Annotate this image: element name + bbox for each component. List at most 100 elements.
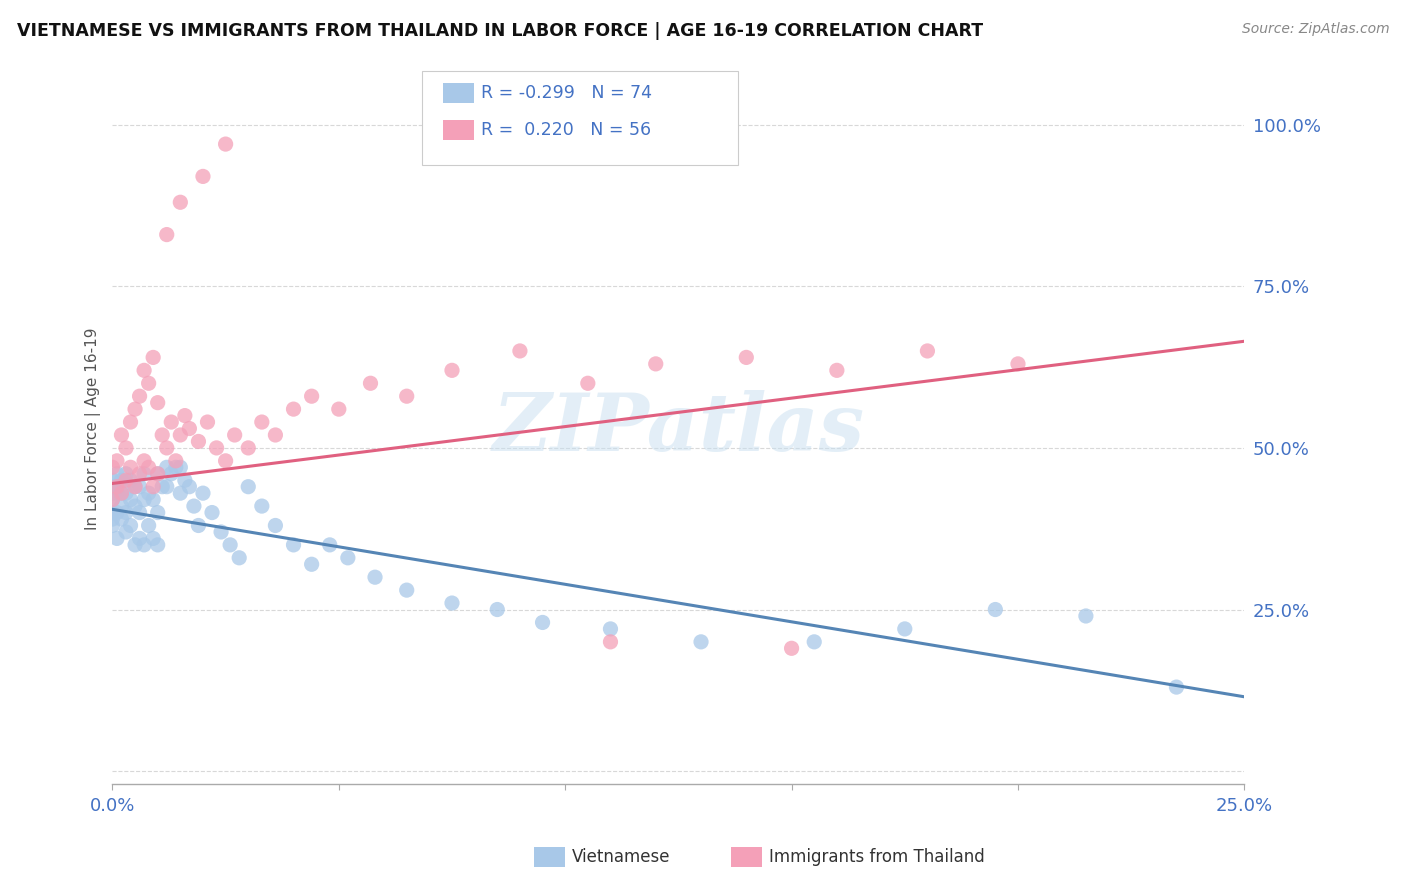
Point (250, 499, 273, 513)
Point (138, 376, 160, 391)
Point (440, 596, 463, 610)
Point (197, 415, 219, 429)
Point (150, 428, 173, 442)
Point (128, 480, 150, 494)
Point (105, 454, 128, 468)
Point (169, 460, 191, 475)
Point (124, 538, 146, 552)
Point (599, 635, 621, 649)
Point (110, 512, 132, 526)
Point (120, 473, 142, 487)
Point (238, 480, 260, 494)
Point (214, 137, 236, 152)
Point (142, 480, 165, 494)
Point (101, 492, 124, 507)
Point (156, 480, 179, 494)
Point (115, 524, 138, 539)
Point (209, 524, 232, 539)
Point (105, 532, 128, 546)
Point (110, 499, 132, 513)
Point (115, 486, 138, 500)
Point (101, 480, 124, 494)
Point (128, 506, 150, 520)
Point (250, 415, 273, 429)
Point (110, 428, 132, 442)
Point (101, 506, 124, 520)
Point (156, 441, 179, 455)
Point (115, 467, 138, 481)
Point (101, 492, 124, 507)
Point (120, 492, 142, 507)
Point (105, 467, 128, 481)
Point (440, 363, 463, 377)
Text: Source: ZipAtlas.com: Source: ZipAtlas.com (1241, 22, 1389, 37)
Text: Immigrants from Thailand: Immigrants from Thailand (769, 848, 984, 866)
Text: Vietnamese: Vietnamese (572, 848, 671, 866)
Point (165, 454, 187, 468)
Point (110, 473, 132, 487)
Point (576, 376, 599, 391)
Point (142, 532, 165, 546)
Point (124, 480, 146, 494)
Point (364, 570, 387, 584)
Point (894, 622, 917, 636)
Point (110, 486, 132, 500)
Point (105, 480, 128, 494)
Point (1166, 680, 1188, 694)
Point (124, 480, 146, 494)
Point (173, 409, 195, 423)
Point (105, 480, 128, 494)
Point (531, 615, 554, 630)
Point (124, 402, 146, 417)
Point (264, 518, 287, 533)
Point (165, 460, 187, 475)
Point (179, 421, 201, 435)
Point (224, 428, 246, 442)
Point (238, 441, 260, 455)
Point (191, 486, 214, 500)
Point (160, 467, 183, 481)
Point (917, 343, 939, 358)
Point (132, 467, 155, 481)
Point (146, 467, 169, 481)
Point (120, 460, 142, 475)
Point (110, 486, 132, 500)
Point (138, 486, 160, 500)
Point (360, 376, 382, 391)
Point (395, 389, 418, 403)
Point (336, 550, 359, 565)
Text: R =  0.220   N = 56: R = 0.220 N = 56 (481, 121, 651, 139)
Y-axis label: In Labor Force | Age 16-19: In Labor Force | Age 16-19 (86, 327, 101, 530)
Point (228, 550, 250, 565)
Point (150, 480, 173, 494)
Point (169, 195, 191, 210)
Point (115, 506, 138, 520)
Point (205, 441, 228, 455)
Point (101, 460, 124, 475)
Point (173, 473, 195, 487)
Point (105, 486, 128, 500)
Point (301, 558, 323, 572)
Point (187, 518, 209, 533)
Point (644, 357, 666, 371)
Point (160, 415, 183, 429)
Point (780, 641, 803, 656)
Point (825, 363, 848, 377)
Point (283, 402, 305, 417)
Point (142, 492, 165, 507)
Point (183, 499, 205, 513)
Point (735, 351, 758, 365)
Point (169, 428, 191, 442)
Point (328, 402, 350, 417)
Point (156, 227, 179, 242)
Point (101, 518, 124, 533)
Point (156, 460, 179, 475)
Point (264, 428, 287, 442)
Point (803, 635, 825, 649)
Point (179, 480, 201, 494)
Point (115, 441, 138, 455)
Point (115, 473, 138, 487)
Point (132, 538, 155, 552)
Point (509, 343, 531, 358)
Point (486, 602, 509, 616)
